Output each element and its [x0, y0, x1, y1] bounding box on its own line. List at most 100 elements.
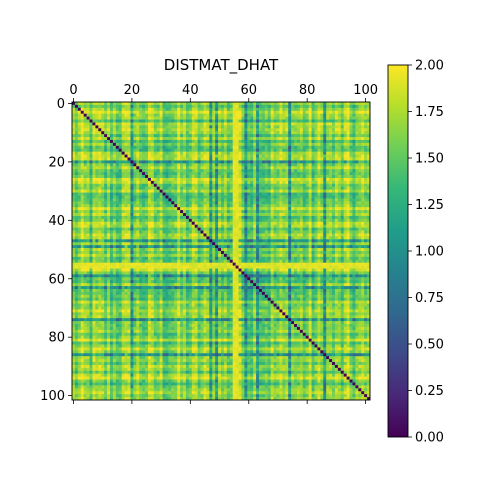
heatmap-cell	[285, 198, 289, 202]
heatmap-cell	[74, 213, 79, 217]
heatmap-cell	[89, 242, 93, 246]
heatmap-cell	[115, 207, 120, 211]
heatmap-cell	[250, 180, 254, 185]
heatmap-cell	[276, 110, 280, 115]
heatmap-cell	[264, 186, 269, 190]
heatmap-cell	[355, 169, 359, 173]
heatmap-cell	[311, 195, 315, 199]
heatmap-cell	[142, 172, 146, 176]
heatmap-cell	[288, 189, 292, 193]
heatmap-cell	[288, 169, 292, 173]
heatmap-cell	[258, 239, 263, 243]
heatmap-cell	[332, 177, 336, 182]
heatmap-cell	[361, 233, 365, 237]
heatmap-cell	[95, 102, 99, 106]
heatmap-cell	[159, 239, 163, 243]
heatmap-cell	[221, 128, 225, 132]
heatmap-cell	[223, 145, 228, 150]
heatmap-cell	[247, 102, 251, 106]
heatmap-cell	[133, 151, 137, 155]
heatmap-cell	[206, 160, 210, 164]
heatmap-cell	[136, 128, 140, 132]
heatmap-cell	[323, 236, 327, 240]
heatmap-cell	[101, 142, 105, 147]
heatmap-cell	[352, 107, 356, 112]
heatmap-cell	[261, 113, 266, 117]
heatmap-cell	[142, 125, 146, 129]
heatmap-cell	[171, 195, 175, 199]
heatmap-cell	[162, 157, 166, 161]
heatmap-cell	[229, 242, 234, 246]
heatmap-cell	[294, 137, 298, 141]
heatmap-cell	[264, 122, 269, 126]
heatmap-cell	[226, 116, 231, 120]
heatmap-cell	[127, 201, 131, 205]
heatmap-cell	[177, 160, 181, 164]
heatmap-cell	[74, 186, 79, 190]
heatmap-cell	[139, 186, 143, 190]
heatmap-cell	[107, 119, 111, 123]
heatmap-cell	[174, 224, 178, 228]
heatmap-cell	[294, 172, 298, 176]
heatmap-cell	[118, 110, 123, 115]
heatmap-cell	[112, 113, 117, 117]
heatmap-cell	[343, 131, 347, 135]
heatmap-cell	[334, 142, 339, 147]
heatmap-cell	[212, 201, 216, 205]
heatmap-cell	[285, 227, 289, 231]
heatmap-cell	[98, 224, 102, 228]
heatmap-cell	[273, 122, 277, 126]
heatmap-cell	[159, 142, 163, 147]
heatmap-cell	[235, 195, 239, 199]
heatmap-cell	[323, 125, 327, 129]
heatmap-cell	[282, 230, 286, 234]
heatmap-cell	[291, 230, 295, 234]
heatmap-cell	[133, 172, 137, 176]
heatmap-cell	[261, 213, 266, 217]
heatmap-cell	[209, 221, 213, 226]
heatmap-cell	[235, 201, 239, 205]
heatmap-cell	[232, 116, 236, 120]
heatmap-cell	[218, 195, 222, 199]
heatmap-cell	[276, 142, 280, 147]
heatmap-cell	[147, 192, 152, 196]
heatmap-cell	[212, 221, 216, 226]
heatmap-cell	[194, 239, 198, 243]
heatmap-cell	[364, 233, 368, 237]
heatmap-cell	[95, 148, 99, 153]
heatmap-cell	[305, 224, 309, 228]
heatmap-cell	[311, 125, 315, 129]
heatmap-cell	[130, 131, 134, 135]
heatmap-cell	[235, 110, 239, 115]
heatmap-cell	[332, 236, 336, 240]
heatmap-cell	[124, 169, 128, 173]
heatmap-cell	[343, 116, 347, 120]
heatmap-cell	[323, 180, 327, 185]
heatmap-cell	[115, 230, 120, 234]
heatmap-cell	[358, 186, 362, 190]
heatmap-cell	[311, 163, 315, 167]
heatmap-cell	[305, 233, 309, 237]
heatmap-cell	[364, 213, 368, 217]
heatmap-cell	[203, 104, 207, 109]
heatmap-cell	[142, 128, 146, 132]
heatmap-cell	[74, 128, 79, 132]
heatmap-cell	[127, 236, 131, 240]
heatmap-cell	[221, 207, 225, 211]
heatmap-cell	[241, 116, 245, 120]
heatmap-cell	[150, 157, 155, 161]
heatmap-cell	[200, 139, 204, 144]
heatmap-cell	[320, 215, 324, 220]
heatmap-cell	[244, 239, 248, 243]
heatmap-cell	[112, 224, 117, 228]
heatmap-cell	[95, 210, 99, 214]
heatmap-cell	[95, 131, 99, 135]
heatmap-cell	[346, 119, 350, 123]
heatmap-cell	[165, 198, 169, 202]
heatmap-cell	[305, 180, 309, 185]
heatmap-cell	[256, 230, 260, 234]
heatmap-cell	[95, 177, 99, 182]
heatmap-cell	[150, 198, 155, 202]
heatmap-cell	[203, 148, 207, 153]
heatmap-cell	[241, 239, 245, 243]
